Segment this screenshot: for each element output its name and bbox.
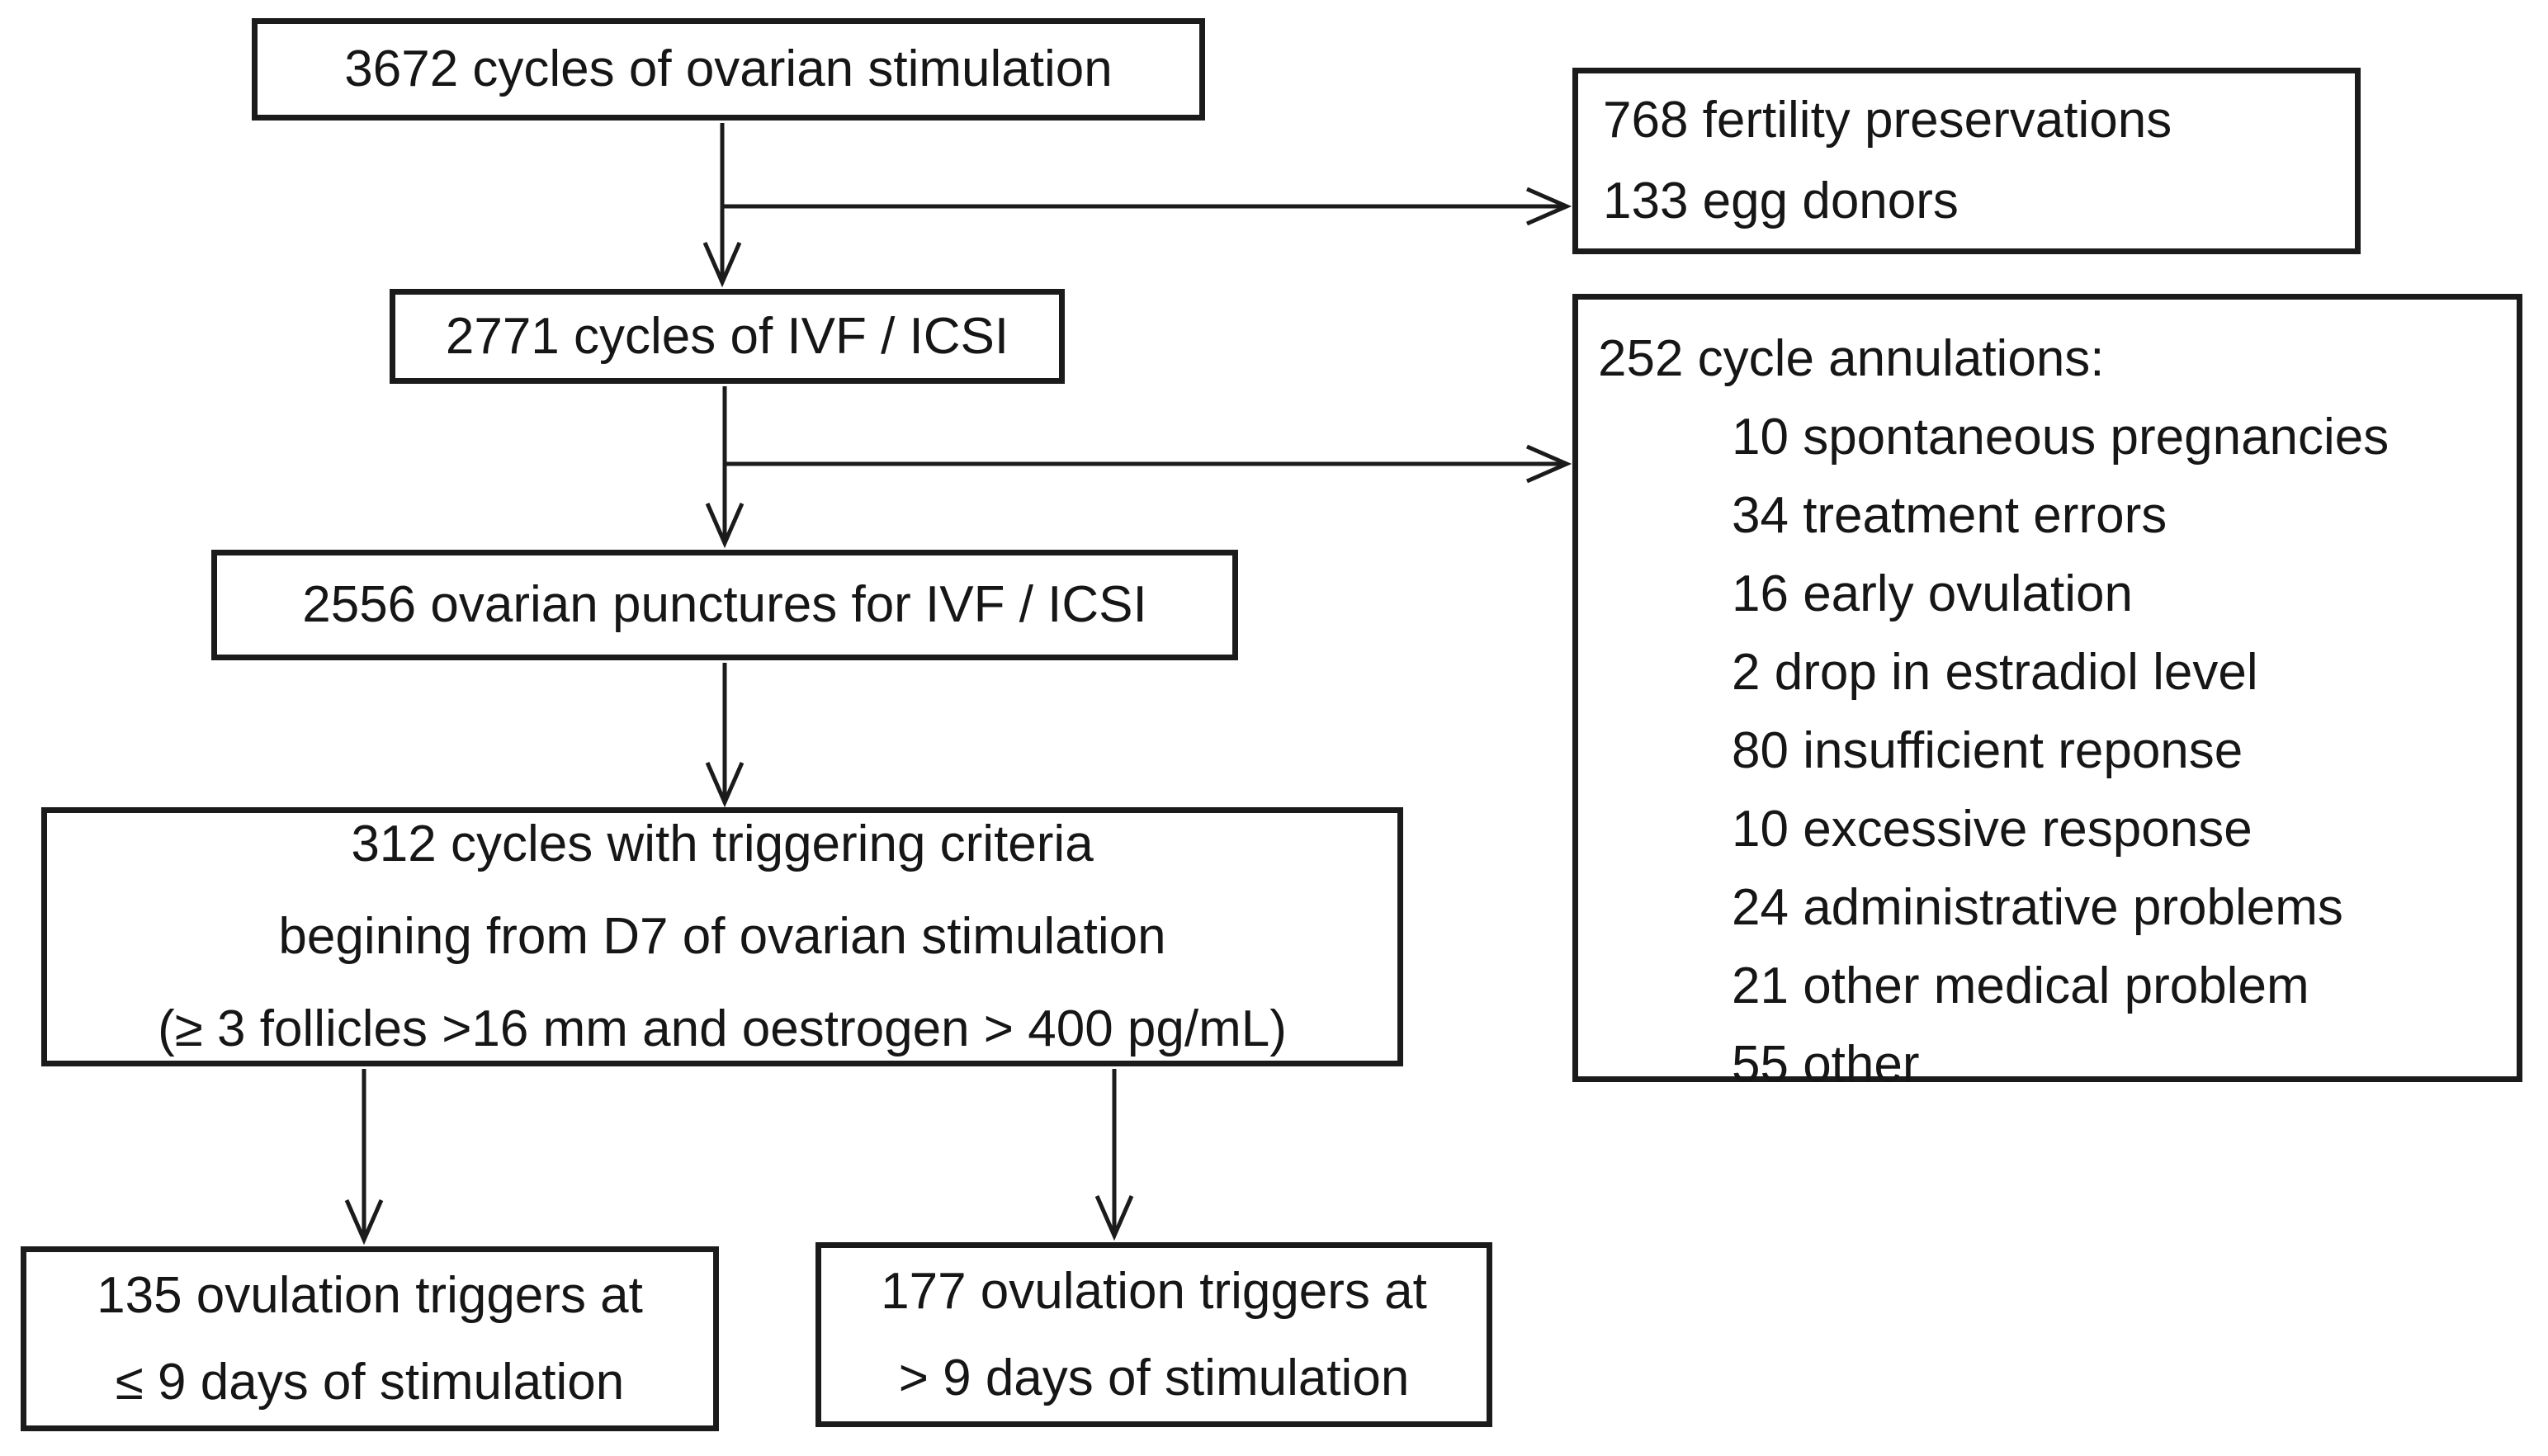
box-early-triggers: 135 ovulation triggers at ≤ 9 days of st…: [21, 1246, 719, 1431]
annulation-item: 24 administrative problems: [1732, 879, 2343, 936]
arrow-ivf-to-punctures: [705, 386, 745, 549]
arrow-total-to-ivf: [702, 123, 742, 288]
early-triggers-line1: 135 ovulation triggers at: [97, 1267, 643, 1324]
late-triggers-line1: 177 ovulation triggers at: [881, 1263, 1427, 1320]
triggering-criteria-line3: (≥ 3 follicles >16 mm and oestrogen > 40…: [158, 1000, 1287, 1057]
annulation-item: 2 drop in estradiol level: [1732, 644, 2258, 701]
annulation-item: 21 other medical problem: [1732, 957, 2309, 1014]
triggering-criteria-line2: begining from D7 of ovarian stimulation: [278, 908, 1166, 965]
annulation-item: 10 excessive response: [1732, 801, 2253, 858]
fertility-preservations-label: 768 fertility preservations: [1603, 92, 2172, 149]
annulation-item: 55 other: [1732, 1036, 1920, 1093]
box-ovarian-punctures-label: 2556 ovarian punctures for IVF / ICSI: [302, 576, 1147, 633]
triggering-criteria-line1: 312 cycles with triggering criteria: [351, 815, 1094, 872]
annulations-title: 252 cycle annulations:: [1598, 330, 2105, 387]
annulation-item: 10 spontaneous pregnancies: [1732, 409, 2390, 466]
box-triggering-criteria: 312 cycles with triggering criteria begi…: [41, 807, 1403, 1066]
box-annulations: 252 cycle annulations: 10 spontaneous pr…: [1572, 294, 2522, 1093]
box-fertility-preservation: 768 fertility preservations 133 egg dono…: [1572, 68, 2361, 254]
arrow-punctures-to-criteria: [705, 663, 745, 808]
box-ivf-icsi-cycles: 2771 cycles of IVF / ICSI: [390, 289, 1065, 384]
arrow-criteria-to-early: [344, 1069, 384, 1246]
early-triggers-line2: ≤ 9 days of stimulation: [115, 1354, 625, 1411]
arrow-ivf-to-annulations: [725, 444, 1572, 484]
box-ovarian-punctures: 2556 ovarian punctures for IVF / ICSI: [211, 550, 1238, 660]
annulation-item: 16 early ovulation: [1732, 565, 2133, 622]
arrow-criteria-to-late: [1094, 1069, 1134, 1241]
arrow-total-to-preservation: [722, 187, 1572, 226]
late-triggers-line2: > 9 days of stimulation: [898, 1350, 1410, 1406]
egg-donors-label: 133 egg donors: [1603, 173, 1959, 229]
box-ivf-icsi-label: 2771 cycles of IVF / ICSI: [445, 307, 1009, 365]
box-total-cycles-label: 3672 cycles of ovarian stimulation: [344, 40, 1113, 97]
box-late-triggers: 177 ovulation triggers at > 9 days of st…: [815, 1242, 1492, 1427]
box-total-cycles: 3672 cycles of ovarian stimulation: [252, 18, 1205, 121]
annulation-item: 80 insufficient reponse: [1732, 722, 2243, 779]
annulation-item: 34 treatment errors: [1732, 487, 2167, 544]
